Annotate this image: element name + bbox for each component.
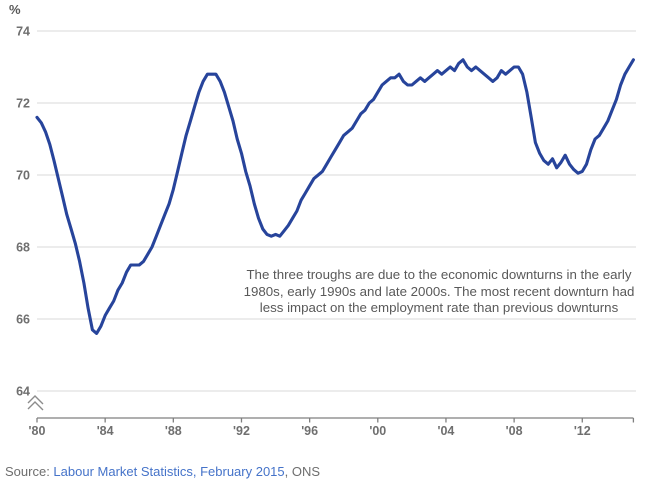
x-axis-tick-label: '92: [233, 424, 250, 438]
source-prefix-label: Source:: [5, 464, 54, 479]
y-axis-tick-label: 68: [16, 241, 30, 255]
y-axis-tick-label: 66: [16, 313, 30, 327]
y-axis-tick-label: 72: [16, 97, 30, 111]
source-suffix-label: , ONS: [284, 464, 321, 479]
y-axis-tick-label: 70: [16, 169, 30, 183]
x-axis-tick-label: '12: [574, 424, 591, 438]
x-axis-tick-label: '88: [165, 424, 182, 438]
y-axis-unit-label: %: [9, 2, 21, 17]
chart-annotation: The three troughs are due to the economi…: [243, 267, 635, 316]
chart-canvas: 74 72 70 68 66 64 '80 '84 '88 '92 '96 '00 '04 '08 '12: [16, 25, 636, 438]
x-axis-tick-label: '00: [369, 424, 386, 438]
x-axis-tick-label: '08: [506, 424, 523, 438]
source-link[interactable]: Labour Market Statistics, February 2015: [53, 464, 285, 479]
y-axis-tick-label: 74: [16, 25, 30, 39]
axis-break-icon: [27, 395, 44, 405]
axis-break-icon: [27, 401, 44, 411]
x-axis-tick-label: '84: [97, 424, 114, 438]
x-axis-tick-label: '96: [301, 424, 318, 438]
employment-rate-line: [35, 58, 635, 335]
y-axis-tick-label: 64: [16, 385, 30, 399]
x-axis-tick-label: '80: [29, 424, 46, 438]
source-line: Source: Labour Market Statistics, Februa…: [5, 464, 320, 479]
x-axis-tick-label: '04: [438, 424, 455, 438]
